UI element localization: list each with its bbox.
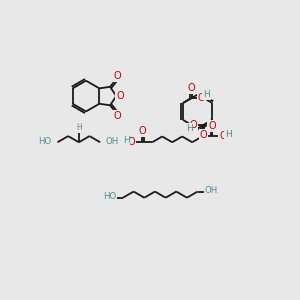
Text: H: H [76,123,82,132]
Text: HO: HO [103,192,116,201]
Text: O: O [208,121,216,131]
Text: H: H [186,124,192,133]
Text: O: O [138,127,146,136]
Text: HO: HO [38,137,51,146]
Text: H: H [123,136,129,145]
Text: H: H [225,130,232,140]
Text: O: O [113,111,121,121]
Text: O: O [128,137,135,147]
Text: O: O [113,71,121,81]
Text: OH: OH [205,186,218,195]
Text: OH: OH [106,137,119,146]
Text: O: O [190,120,197,130]
Text: O: O [219,131,227,142]
Text: O: O [116,91,124,101]
Text: H: H [203,90,210,99]
Text: O: O [200,130,208,140]
Text: O: O [188,83,196,93]
Text: O: O [198,93,206,103]
